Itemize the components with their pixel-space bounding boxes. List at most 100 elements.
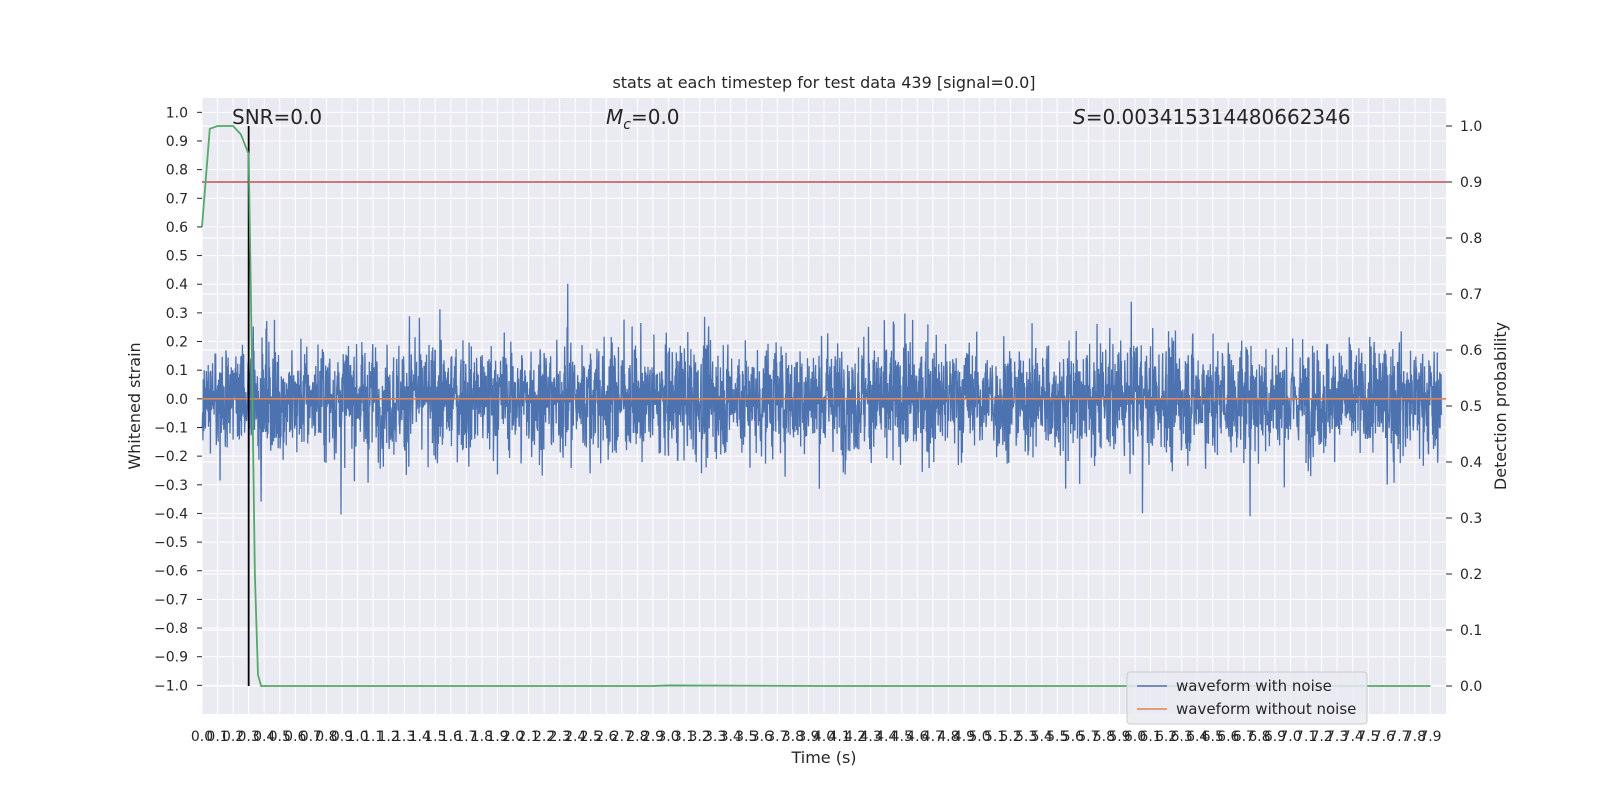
x-tick-label: 6.8	[1248, 729, 1270, 745]
left-y-tick-label: 0.4	[166, 277, 188, 293]
x-tick-label: 0.1	[206, 729, 228, 745]
x-tick-label: 0.5	[269, 729, 291, 745]
x-tick-label: 2.1	[517, 729, 539, 745]
x-tick-label: 5.5	[1046, 729, 1068, 745]
s-symbol: S	[1073, 105, 1086, 129]
x-tick-label: 2.6	[595, 729, 617, 745]
left-y-axis-label: Whitened strain	[125, 342, 144, 469]
x-tick-label: 6.9	[1264, 729, 1286, 745]
x-tick-label: 4.6	[906, 729, 928, 745]
x-tick-label: 0.4	[253, 729, 275, 745]
x-tick-label: 1.3	[393, 729, 415, 745]
chirp-mass-symbol: M	[606, 105, 623, 129]
x-tick-label: 4.1	[828, 729, 850, 745]
x-tick-label: 1.6	[440, 729, 462, 745]
x-tick-label: 3.5	[735, 729, 757, 745]
x-tick-label: 7.8	[1404, 729, 1426, 745]
x-tick-label: 6.1	[1139, 729, 1161, 745]
x-tick-label: 7.4	[1342, 729, 1364, 745]
x-tick-label: 6.3	[1171, 729, 1193, 745]
x-tick-label: 4.2	[844, 729, 866, 745]
left-y-tick-label: −0.7	[154, 592, 188, 608]
right-y-tick-labels: 1.0 0.9 0.8 0.7 0.6 0.5 0.4 0.3 0.2 0.1 0.0	[1446, 119, 1482, 695]
right-y-tick-label: 1.0	[1460, 119, 1482, 135]
left-y-tick-label: 0.3	[166, 306, 188, 322]
x-tick-label: 5.8	[1093, 729, 1115, 745]
x-tick-label: 3.1	[673, 729, 695, 745]
legend-label-noise: waveform with noise	[1176, 677, 1332, 695]
x-tick-label: 6.4	[1186, 729, 1208, 745]
x-tick-label: 6.6	[1217, 729, 1239, 745]
x-tick-label: 4.0	[813, 729, 835, 745]
left-y-tick-label: 0.5	[166, 249, 188, 265]
left-y-tick-label: −0.8	[154, 621, 188, 637]
x-tick-label: 1.4	[409, 729, 431, 745]
waveform-with-noise-line	[201, 283, 1442, 517]
x-tick-label: 0.9	[331, 729, 353, 745]
x-tick-label: 4.9	[953, 729, 975, 745]
left-y-tick-label: −1.0	[154, 678, 188, 694]
x-tick-label: 3.2	[688, 729, 710, 745]
x-axis-label: Time (s)	[790, 748, 856, 767]
left-y-tick-label: 1.0	[166, 105, 188, 121]
x-tick-label: 2.3	[549, 729, 571, 745]
x-tick-label: 3.9	[797, 729, 819, 745]
waveform-with-noise-series	[201, 283, 1442, 517]
chirp-mass-annotation: Mc=0.0	[606, 105, 680, 133]
legend: waveform with noise waveform without noi…	[1126, 671, 1368, 725]
left-y-tick-label: −0.2	[154, 449, 188, 465]
left-y-tick-label: 0.9	[166, 134, 188, 150]
x-tick-labels: 0.00.10.20.30.40.50.60.70.80.91.01.11.21…	[191, 729, 1442, 745]
x-tick-label: 1.8	[471, 729, 493, 745]
left-y-tick-label: −0.3	[154, 478, 188, 494]
x-tick-label: 2.0	[502, 729, 524, 745]
right-y-tick-label: 0.4	[1460, 455, 1482, 471]
x-tick-label: 1.0	[346, 729, 368, 745]
x-tick-label: 6.5	[1202, 729, 1224, 745]
x-tick-label: 3.0	[657, 729, 679, 745]
x-tick-label: 1.1	[362, 729, 384, 745]
s-annotation: S=0.003415314480662346	[1073, 105, 1351, 129]
x-tick-label: 2.9	[642, 729, 664, 745]
s-value: =0.003415314480662346	[1086, 105, 1351, 129]
x-tick-label: 1.2	[377, 729, 399, 745]
legend-label-clean: waveform without noise	[1176, 700, 1356, 718]
x-tick-label: 6.2	[1155, 729, 1177, 745]
x-tick-label: 5.4	[1031, 729, 1053, 745]
x-tick-label: 6.0	[1124, 729, 1146, 745]
x-tick-label: 5.0	[968, 729, 990, 745]
x-tick-label: 4.5	[891, 729, 913, 745]
x-tick-label: 4.7	[922, 729, 944, 745]
x-tick-label: 4.8	[937, 729, 959, 745]
x-tick-label: 2.2	[533, 729, 555, 745]
x-tick-label: 4.3	[860, 729, 882, 745]
right-y-tick-label: 0.2	[1460, 567, 1482, 583]
x-tick-label: 5.2	[999, 729, 1021, 745]
left-y-tick-label: 0.1	[166, 363, 188, 379]
x-tick-label: 0.2	[222, 729, 244, 745]
right-y-tick-label: 0.7	[1460, 287, 1482, 303]
x-tick-label: 5.3	[1015, 729, 1037, 745]
x-tick-label: 6.7	[1233, 729, 1255, 745]
left-y-tick-label: −0.4	[154, 506, 188, 522]
x-tick-label: 7.6	[1373, 729, 1395, 745]
x-tick-label: 0.6	[284, 729, 306, 745]
x-tick-label: 5.7	[1077, 729, 1099, 745]
x-tick-label: 5.6	[1062, 729, 1084, 745]
left-y-tick-label: −0.6	[154, 564, 188, 580]
x-tick-label: 1.5	[424, 729, 446, 745]
left-y-tick-label: −0.5	[154, 535, 188, 551]
x-tick-label: 3.6	[751, 729, 773, 745]
x-tick-label: 3.4	[720, 729, 742, 745]
x-tick-label: 2.8	[626, 729, 648, 745]
x-tick-label: 1.7	[455, 729, 477, 745]
x-tick-label: 3.7	[766, 729, 788, 745]
left-y-tick-labels: 1.0 0.9 0.8 0.7 0.6 0.5 0.4 0.3 0.2 0.1 0.0 −0.1 −0.…	[154, 105, 202, 694]
x-tick-label: 1.9	[486, 729, 508, 745]
left-y-tick-label: 0.8	[166, 163, 188, 179]
x-tick-label: 0.0	[191, 729, 213, 745]
right-y-axis-label: Detection probability	[1491, 322, 1510, 490]
right-y-tick-label: 0.3	[1460, 511, 1482, 527]
x-tick-label: 7.9	[1419, 729, 1441, 745]
